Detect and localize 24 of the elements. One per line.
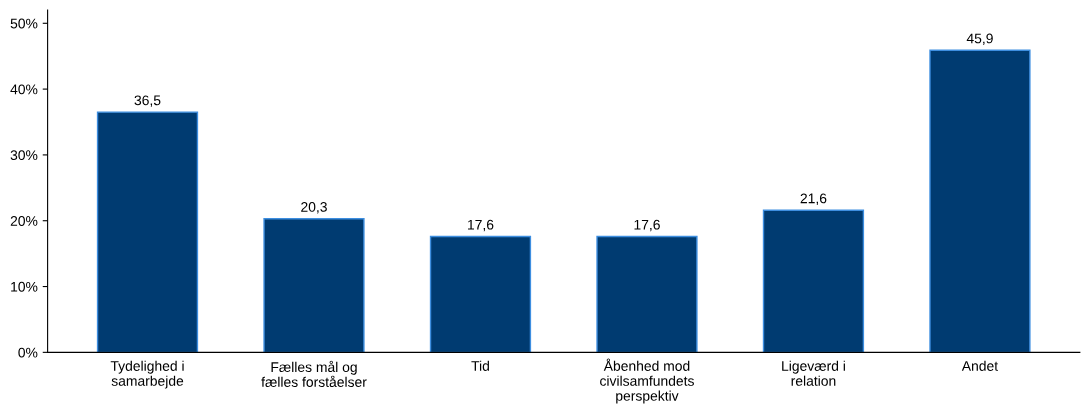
x-tick-label: Andet bbox=[961, 360, 998, 371]
y-tick-label: 10% bbox=[11, 281, 38, 292]
y-tick-label: 0% bbox=[18, 347, 38, 358]
bar bbox=[596, 235, 698, 353]
bar bbox=[929, 49, 1031, 353]
bar bbox=[429, 235, 532, 353]
y-tick-label: 50% bbox=[10, 18, 38, 29]
y-tick-label: 30% bbox=[10, 150, 38, 161]
bar bbox=[263, 218, 365, 353]
data-label: 17,6 bbox=[634, 219, 660, 232]
bar bbox=[96, 111, 199, 353]
data-label: 36,5 bbox=[134, 95, 161, 107]
y-tick-label: 40% bbox=[10, 84, 38, 95]
x-tick-label: Ligeværd i relation bbox=[782, 360, 845, 386]
x-tick-label: Tydelighed i samarbejde bbox=[110, 360, 184, 389]
data-label: 45,9 bbox=[966, 33, 993, 45]
y-tick-label: 20% bbox=[10, 216, 38, 226]
data-label: 17,6 bbox=[468, 219, 494, 232]
data-label: 21,6 bbox=[800, 193, 827, 205]
x-tick-label: Fælles mål og fælles forståelser bbox=[261, 360, 367, 387]
data-label: 20,3 bbox=[301, 202, 327, 214]
x-tick-label: Åbenhed mod civilsamfundets perspektiv bbox=[600, 358, 694, 404]
bar bbox=[762, 209, 865, 353]
x-tick-label: Tid bbox=[471, 360, 489, 371]
